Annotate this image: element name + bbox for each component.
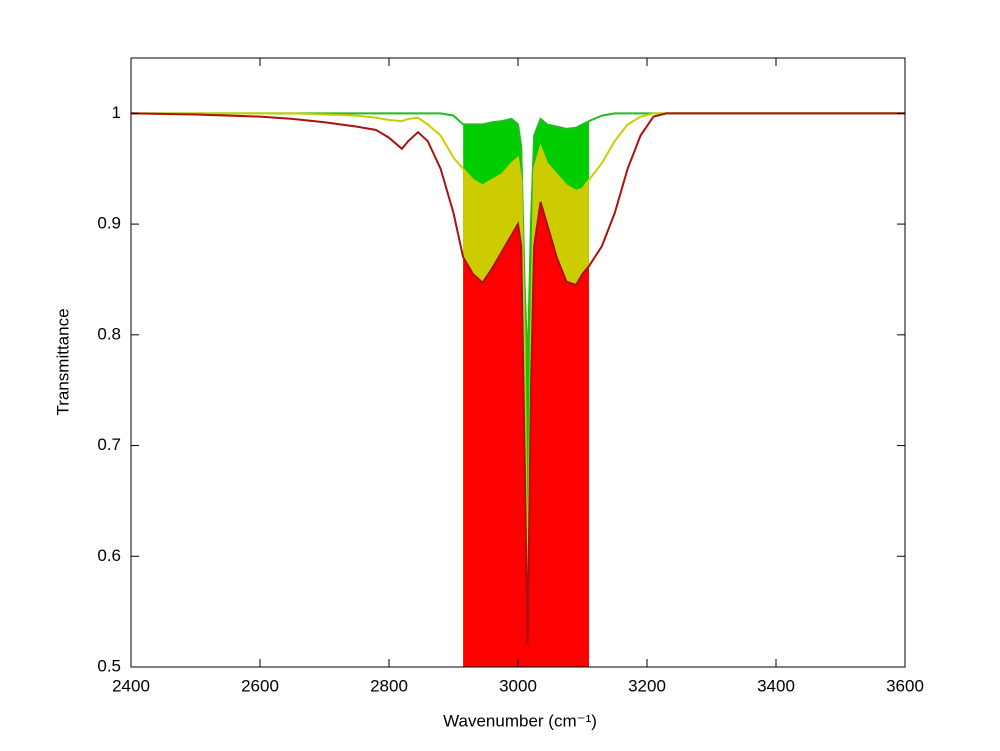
y-tick-label: 0.6 [97, 546, 121, 565]
y-tick-label: 1 [112, 103, 121, 122]
x-axis-label: Wavenumber (cm⁻¹) [443, 711, 597, 730]
x-tick-label: 3400 [757, 676, 795, 695]
band-fill [463, 201, 589, 668]
spectrum-line [131, 112, 905, 369]
x-tick-label: 2400 [112, 676, 150, 695]
x-tick-label: 3200 [628, 676, 666, 695]
y-tick-label: 0.8 [97, 324, 121, 343]
y-tick-label: 0.5 [97, 656, 121, 675]
x-tick-label: 3000 [499, 676, 537, 695]
y-tick-label: 0.9 [97, 214, 121, 233]
y-tick-label: 0.7 [97, 435, 121, 454]
y-axis-label: Transmittance [53, 308, 72, 415]
spectrum-line [130, 112, 905, 645]
x-tick-label: 2600 [241, 676, 279, 695]
x-tick-label: 3600 [886, 676, 924, 695]
spectrum-line [131, 112, 905, 601]
x-tick-label: 2800 [370, 676, 408, 695]
